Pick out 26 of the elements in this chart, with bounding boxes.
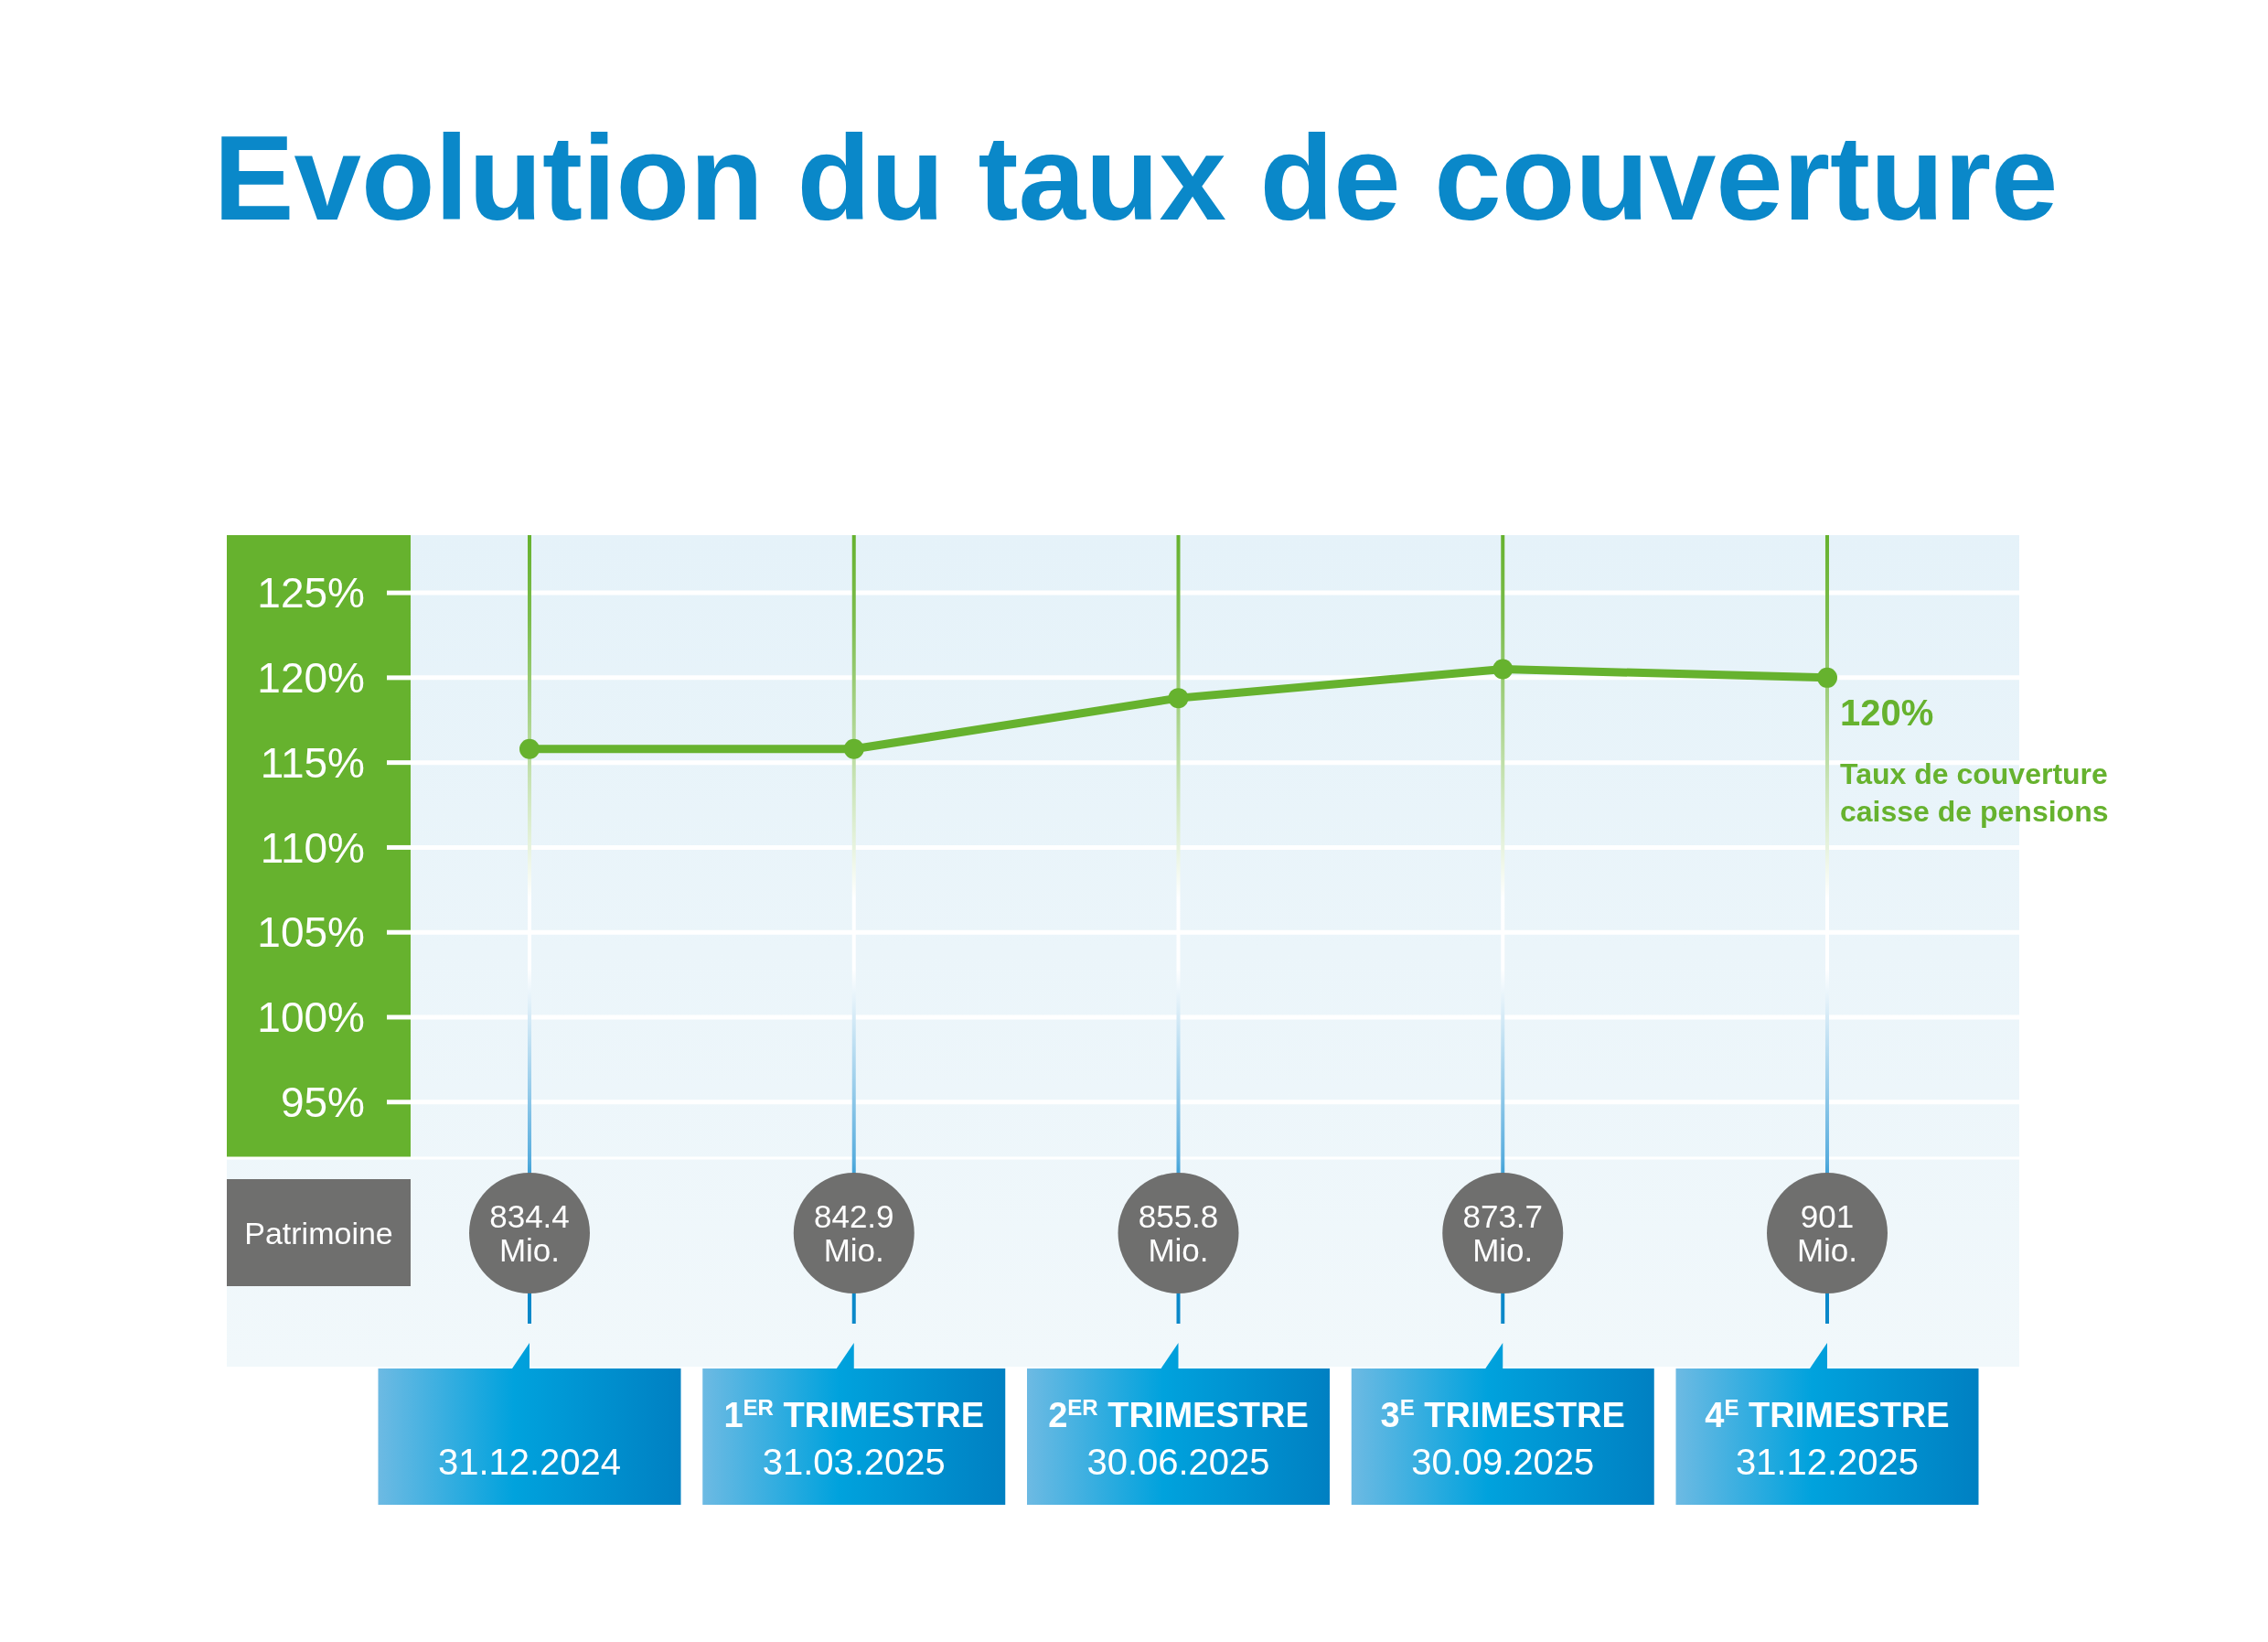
point: [519, 738, 540, 759]
x-tick-label: 31.12.2024: [437, 1442, 622, 1482]
text: 834.4 Mio.: [489, 1198, 570, 1268]
y-tick-label: 95%: [280, 1078, 365, 1126]
text: Taux de couverture caisse de pensions: [1840, 757, 2109, 828]
text: 873.7 Mio.: [1462, 1198, 1544, 1268]
point: [1492, 659, 1514, 680]
point: [843, 738, 864, 759]
x-tick-label: 2$^{ER}$ TRIMESTRE 30.06.2025: [1048, 1394, 1309, 1482]
data-label: 120%: [1840, 692, 1934, 733]
y-tick-label: 100%: [257, 993, 365, 1042]
y-tick-label: 110%: [260, 823, 365, 872]
point: [1168, 688, 1189, 709]
text: 901 Mio.: [1796, 1198, 1858, 1268]
y-tick-label: 125%: [257, 569, 365, 617]
y-tick-label: 105%: [257, 908, 365, 957]
x-tick-label: 1$^{ER}$ TRIMESTRE 31.03.2025: [723, 1394, 985, 1482]
y-tick-label: 120%: [257, 653, 365, 702]
text: Patrimoine: [244, 1215, 393, 1250]
chart-title: Evolution du taux de couverture: [213, 111, 2059, 245]
x-tick-label: 3$^{E}$ TRIMESTRE 30.09.2025: [1380, 1394, 1625, 1482]
y-tick-label: 115%: [260, 738, 365, 787]
point: [1817, 667, 1837, 688]
text: 842.9 Mio.: [813, 1198, 894, 1268]
text: 855.8 Mio.: [1138, 1198, 1219, 1268]
x-tick-label: 4$^{E}$ TRIMESTRE 31.12.2025: [1705, 1394, 1950, 1482]
